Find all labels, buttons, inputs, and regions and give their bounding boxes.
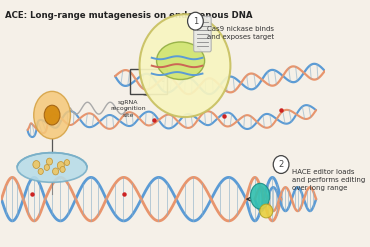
- Text: 1: 1: [193, 17, 198, 26]
- Ellipse shape: [260, 204, 273, 218]
- Circle shape: [38, 168, 43, 174]
- Text: Cas9 nickase binds
and exposes target: Cas9 nickase binds and exposes target: [207, 26, 274, 40]
- Circle shape: [53, 168, 58, 175]
- Circle shape: [188, 12, 203, 30]
- Circle shape: [44, 165, 50, 170]
- Circle shape: [60, 166, 65, 172]
- Text: HACE editor loads
and performs editing
over long range: HACE editor loads and performs editing o…: [292, 169, 365, 191]
- Ellipse shape: [250, 183, 270, 209]
- Circle shape: [57, 162, 64, 169]
- Circle shape: [64, 160, 70, 165]
- Bar: [130, 69, 166, 94]
- Ellipse shape: [157, 42, 205, 80]
- Text: ACE: Long-range mutagenesis on endogenous DNA: ACE: Long-range mutagenesis on endogenou…: [5, 11, 252, 20]
- Ellipse shape: [17, 153, 87, 182]
- Circle shape: [273, 156, 289, 173]
- Ellipse shape: [34, 91, 70, 139]
- Circle shape: [33, 161, 40, 168]
- Circle shape: [139, 14, 231, 117]
- Text: sgRNA
recognition
site: sgRNA recognition site: [110, 100, 146, 118]
- Circle shape: [46, 158, 53, 165]
- Text: 2: 2: [279, 160, 284, 169]
- FancyBboxPatch shape: [194, 16, 211, 52]
- Ellipse shape: [44, 105, 60, 125]
